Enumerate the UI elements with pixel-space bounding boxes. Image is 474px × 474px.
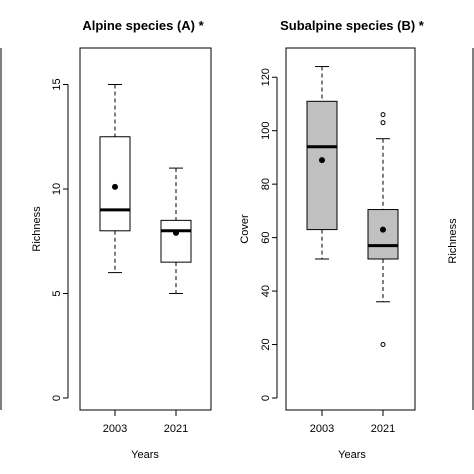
mean-point — [380, 226, 386, 233]
y-tick-label: 80 — [260, 178, 272, 190]
box-2021 — [367, 112, 399, 348]
ylabel-alpine: Richness — [31, 206, 43, 252]
y-tick-label: 100 — [260, 122, 272, 140]
iqr-box — [160, 219, 192, 263]
mean-point — [112, 183, 118, 190]
panel-subalpine: Subalpine species (B) * Cover Years 0 20 4… — [239, 18, 425, 461]
y-tick-label: 40 — [260, 285, 272, 297]
xlabel-subalpine: Years — [338, 449, 366, 461]
iqr-box — [306, 100, 338, 231]
outlier-point — [380, 120, 386, 126]
outlier-point — [380, 112, 386, 118]
y-tick-label: 60 — [260, 231, 272, 243]
ylabel-subalpine: Cover — [239, 214, 251, 244]
y-tick-label: 15 — [51, 78, 63, 90]
panel-alpine: Alpine species (A) * Richness Years 0 5 10… — [31, 18, 212, 461]
x-tick-label: 2003 — [310, 423, 334, 435]
y-tick-label: 120 — [260, 68, 272, 86]
outlier-point — [380, 342, 386, 348]
x-tick-label: 2003 — [103, 423, 127, 435]
box-2021 — [160, 167, 192, 294]
y-tick-label: 0 — [260, 395, 272, 401]
y-tick-label: 0 — [51, 395, 63, 401]
x-tick-label: 2021 — [371, 423, 395, 435]
box-2003 — [99, 84, 131, 274]
mean-point — [173, 229, 179, 236]
box-2003 — [306, 66, 338, 260]
title-subalpine: Subalpine species (B) * — [280, 18, 425, 33]
iqr-box — [99, 136, 131, 232]
y-tick-label: 20 — [260, 338, 272, 350]
y-tick-label: 5 — [51, 290, 63, 296]
x-tick-label: 2021 — [164, 423, 188, 435]
xlabel-alpine: Years — [131, 449, 159, 461]
ylabel-right-panel: Richness — [447, 218, 459, 264]
iqr-box — [367, 209, 399, 260]
title-alpine: Alpine species (A) * — [82, 18, 204, 33]
mean-point — [319, 157, 325, 164]
y-tick-label: 10 — [51, 183, 63, 195]
